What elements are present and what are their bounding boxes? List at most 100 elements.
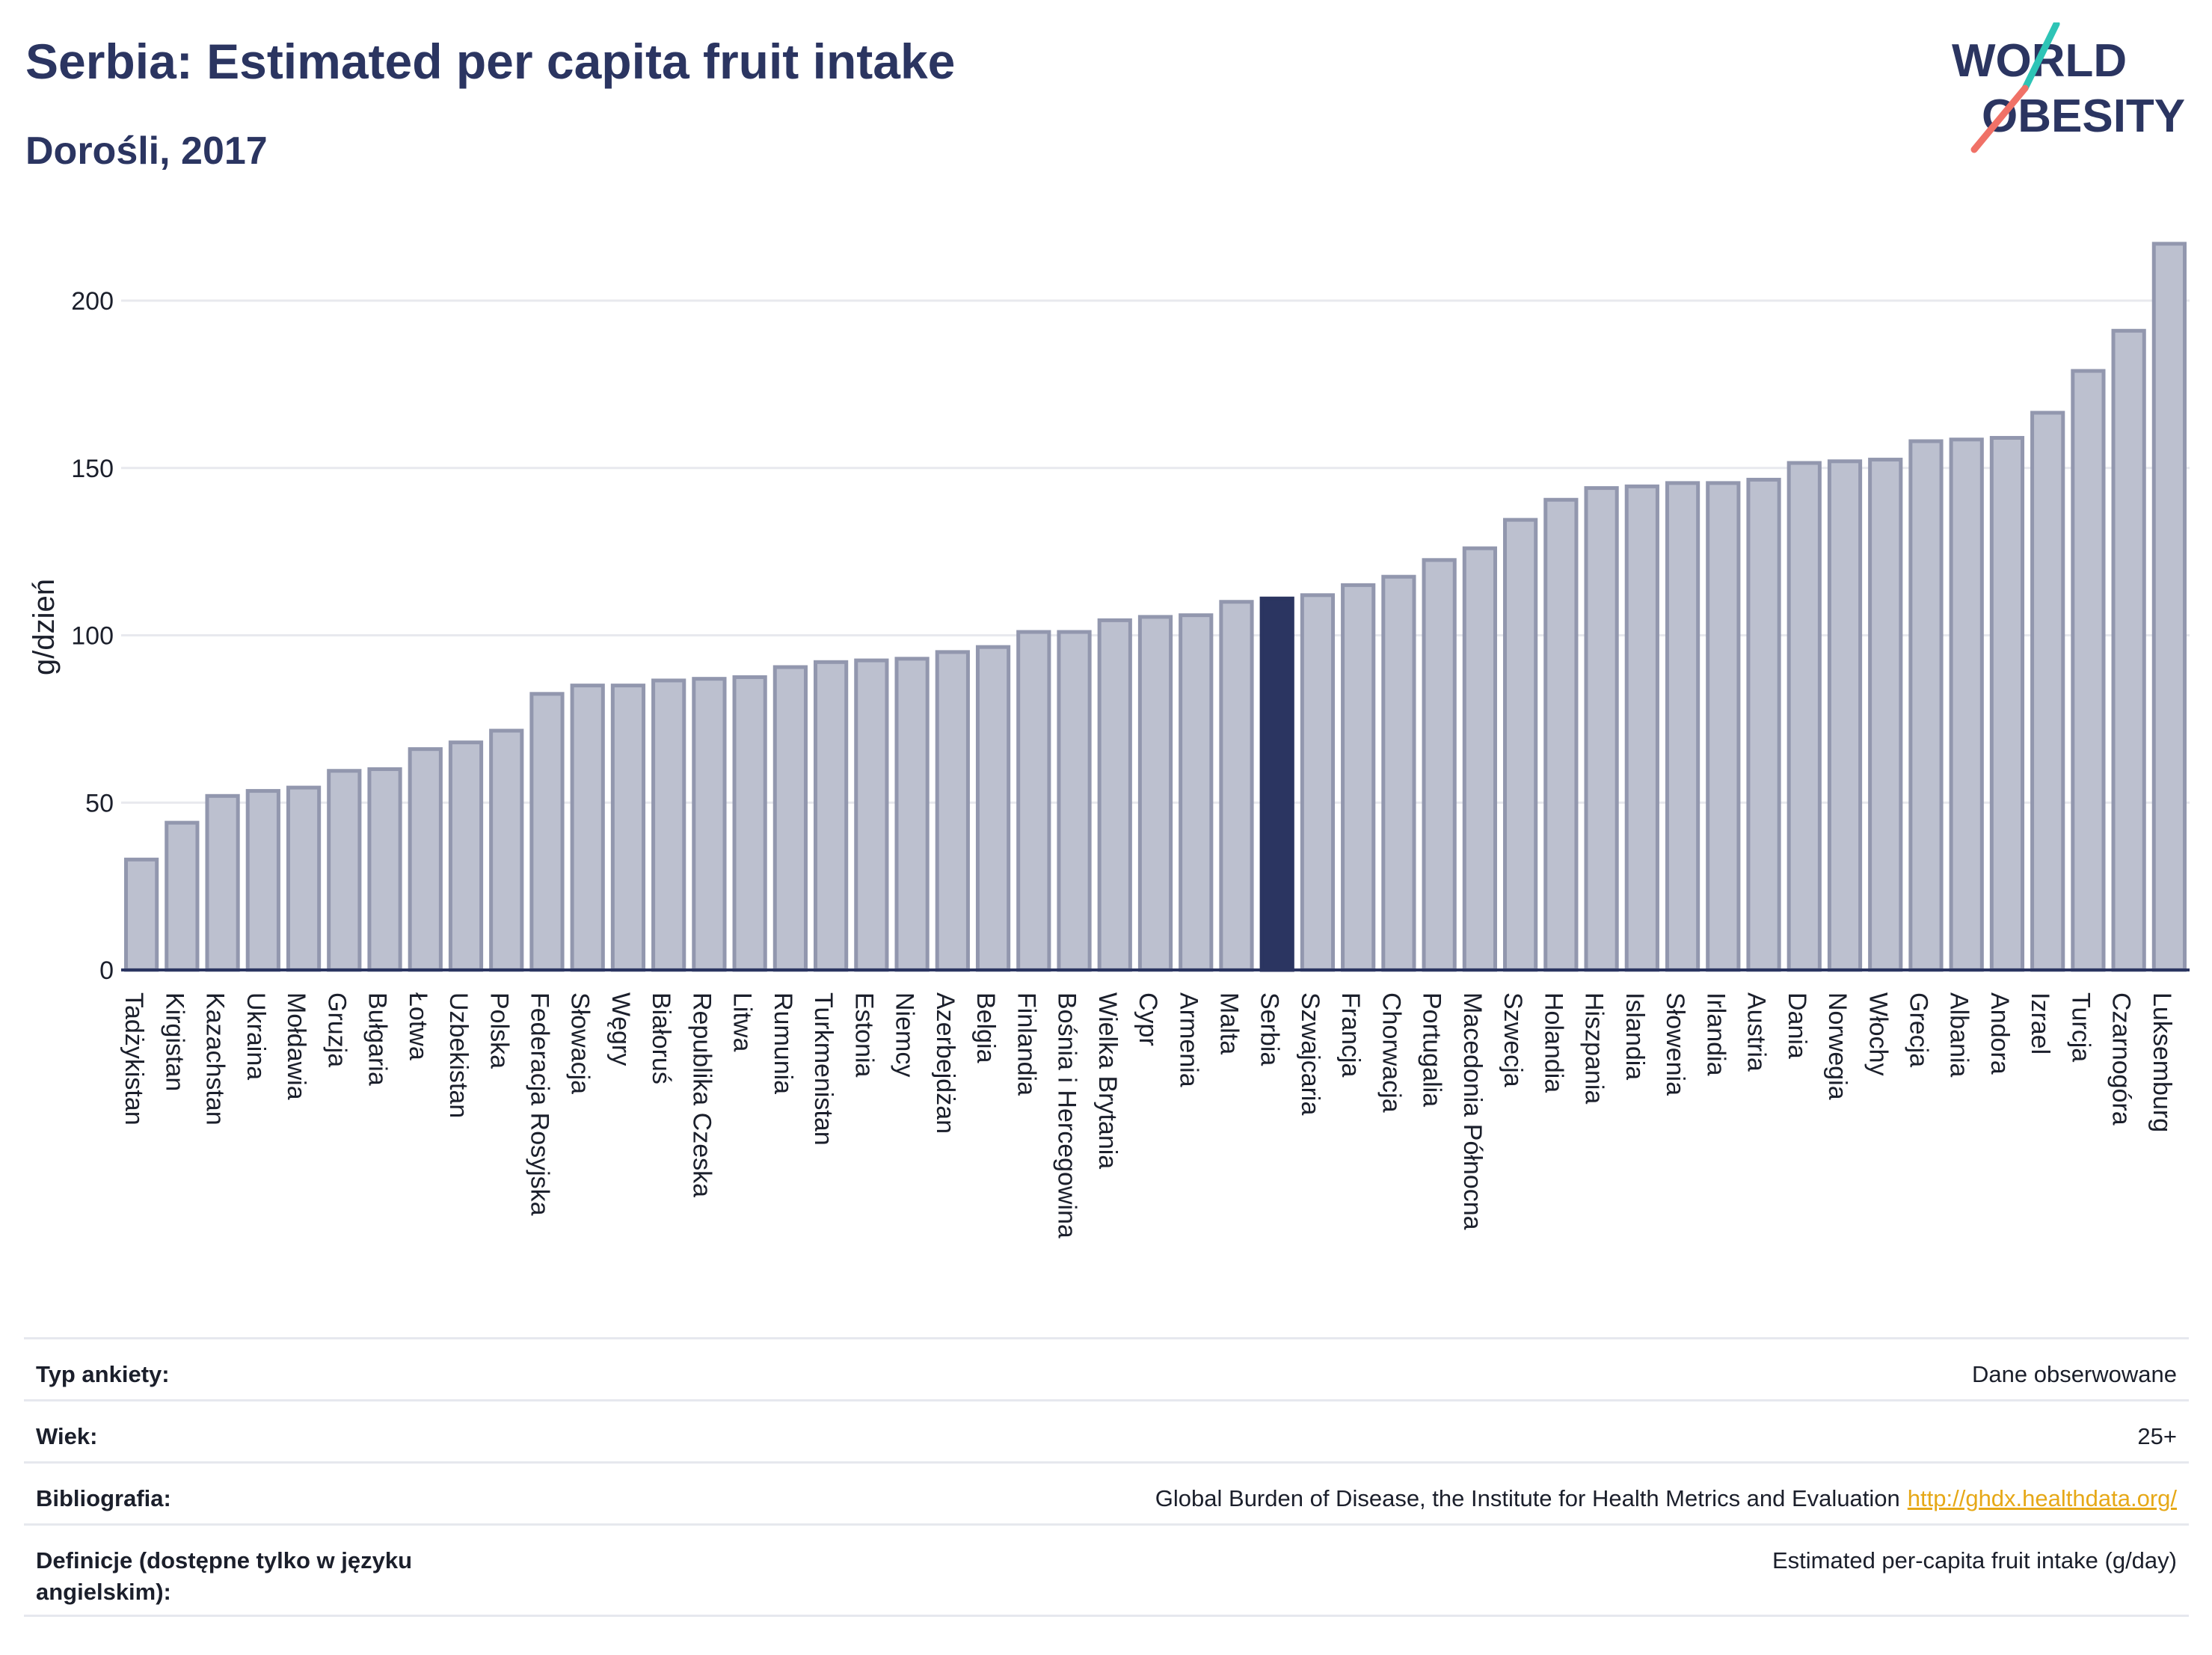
y-tick-label: 200 [71,287,114,316]
info-value: Estimated per-capita fruit intake (g/day… [1772,1547,2177,1573]
bar [1949,437,1984,972]
x-tick-label: Malta [1214,992,1243,1054]
bar [1787,461,1822,972]
x-tick-label: Kazachstan [201,992,230,1126]
x-tick-label: Andora [1985,992,2014,1075]
x-tick-label: Łotwa [404,992,432,1060]
bar [1868,458,1903,972]
bar [732,675,767,972]
bar [1341,583,1376,972]
bar [1665,481,1701,972]
x-tick-label: Albania [1945,992,1973,1078]
x-tick-label: Ukraina [242,992,270,1080]
x-tick-label: Bułgaria [363,992,392,1086]
world-obesity-logo: WORLD OBESITY [1952,22,2185,153]
chart-title: Serbia: Estimated per capita fruit intak… [25,34,956,89]
bar [935,650,970,972]
x-tick-label: Gruzja [322,992,351,1067]
x-tick-label: Hiszpania [1580,992,1609,1104]
bar [1706,481,1741,972]
x-tick-label: Dania [1783,992,1811,1059]
bar [1219,600,1254,972]
x-tick-label: Mołdawia [282,992,310,1100]
bar [1300,593,1336,972]
bar [489,728,524,972]
x-tick-label: Holandia [1539,992,1567,1093]
bar [2030,411,2065,972]
info-row-age: Wiek: 25+ [24,1399,2189,1461]
info-label: Wiek: [36,1423,98,1449]
x-tick-label: Litwa [728,992,757,1051]
x-tick-label: Bośnia i Hercegowina [1053,992,1081,1238]
bar [2111,328,2146,972]
x-tick-label: Chorwacja [1377,992,1405,1113]
info-value: Dane obserwowane [1971,1361,2177,1387]
x-tick-label: Belgia [971,992,1000,1063]
x-tick-label: Macedonia Północna [1458,992,1487,1230]
bar [651,678,686,972]
bibliography-link[interactable]: http://ghdx.healthdata.org/ [1907,1485,2177,1511]
info-row-survey-type: Typ ankiety: Dane obserwowane [24,1337,2189,1399]
x-tick-label: Niemcy [891,992,919,1077]
x-tick-label: Islandia [1620,992,1649,1080]
bar [327,769,362,972]
bar [610,684,646,972]
info-table: Typ ankiety: Dane obserwowane Wiek: 25+ … [24,1337,2189,1617]
x-tick-label: Szwajcaria [1296,992,1324,1115]
info-label: Bibliografia: [36,1485,171,1511]
x-tick-label: Słowacja [566,992,595,1094]
bar [692,677,727,972]
bar [1381,574,1416,972]
x-tick-label: Rumunia [769,992,797,1094]
bar [1179,613,1214,972]
info-value-wrapper: Global Burden of Disease, the Institute … [1155,1483,2177,1514]
x-tick-label: Czarnogóra [2107,992,2136,1126]
x-tick-label: Republika Czeska [687,992,716,1197]
bar [205,793,240,972]
bar [2151,242,2187,972]
bar [286,785,322,972]
x-tick-label: Turcja [2066,992,2095,1062]
x-tick-label: Azerbejdżan [931,992,959,1134]
bar [570,684,605,972]
x-tick-label: Finlandia [1012,992,1040,1096]
info-row-bibliography: Bibliografia: Global Burden of Disease, … [24,1461,2189,1523]
x-tick-label: Izrael [2026,992,2054,1054]
x-tick-label: Irlandia [1701,992,1730,1076]
bar [894,657,930,972]
bar [1057,630,1092,972]
bar [367,767,402,972]
bar [1624,484,1659,972]
info-label: Definicje (dostępne tylko w języku angie… [36,1547,413,1605]
info-value: Global Burden of Disease, the Institute … [1155,1485,1900,1511]
x-tick-label: Polska [485,992,513,1069]
bar [772,665,808,972]
bar [408,747,443,972]
bar [529,692,565,972]
info-label: Typ ankiety: [36,1361,170,1387]
bar [245,789,280,972]
bar [1422,558,1457,972]
x-tick-label: Estonia [850,992,878,1077]
x-tick-label: Cypr [1134,992,1162,1046]
bar [1016,630,1051,972]
bar [975,645,1011,972]
bar [1543,497,1579,972]
x-tick-label: Turkmenistan [809,992,838,1146]
x-tick-label: Luksemburg [2148,992,2176,1132]
x-tick-label: Wielka Brytania [1093,992,1122,1169]
x-tick-label: Włochy [1864,992,1892,1075]
logo-accent-teal [2021,22,2060,92]
logo-accent-coral [1970,85,2029,153]
x-tick-label: Federacja Rosyjska [525,992,553,1216]
info-value: 25+ [2137,1423,2177,1449]
bar [1989,435,2025,972]
bar [1462,546,1497,972]
x-tick-label: Szwecja [1499,992,1527,1087]
bar [1097,618,1132,972]
x-tick-label: Białoruś [647,992,675,1084]
x-tick-label: Austria [1742,992,1771,1072]
bar [1827,459,1863,972]
bar-highlighted [1259,596,1294,972]
x-tick-label: Serbia [1256,992,1284,1066]
